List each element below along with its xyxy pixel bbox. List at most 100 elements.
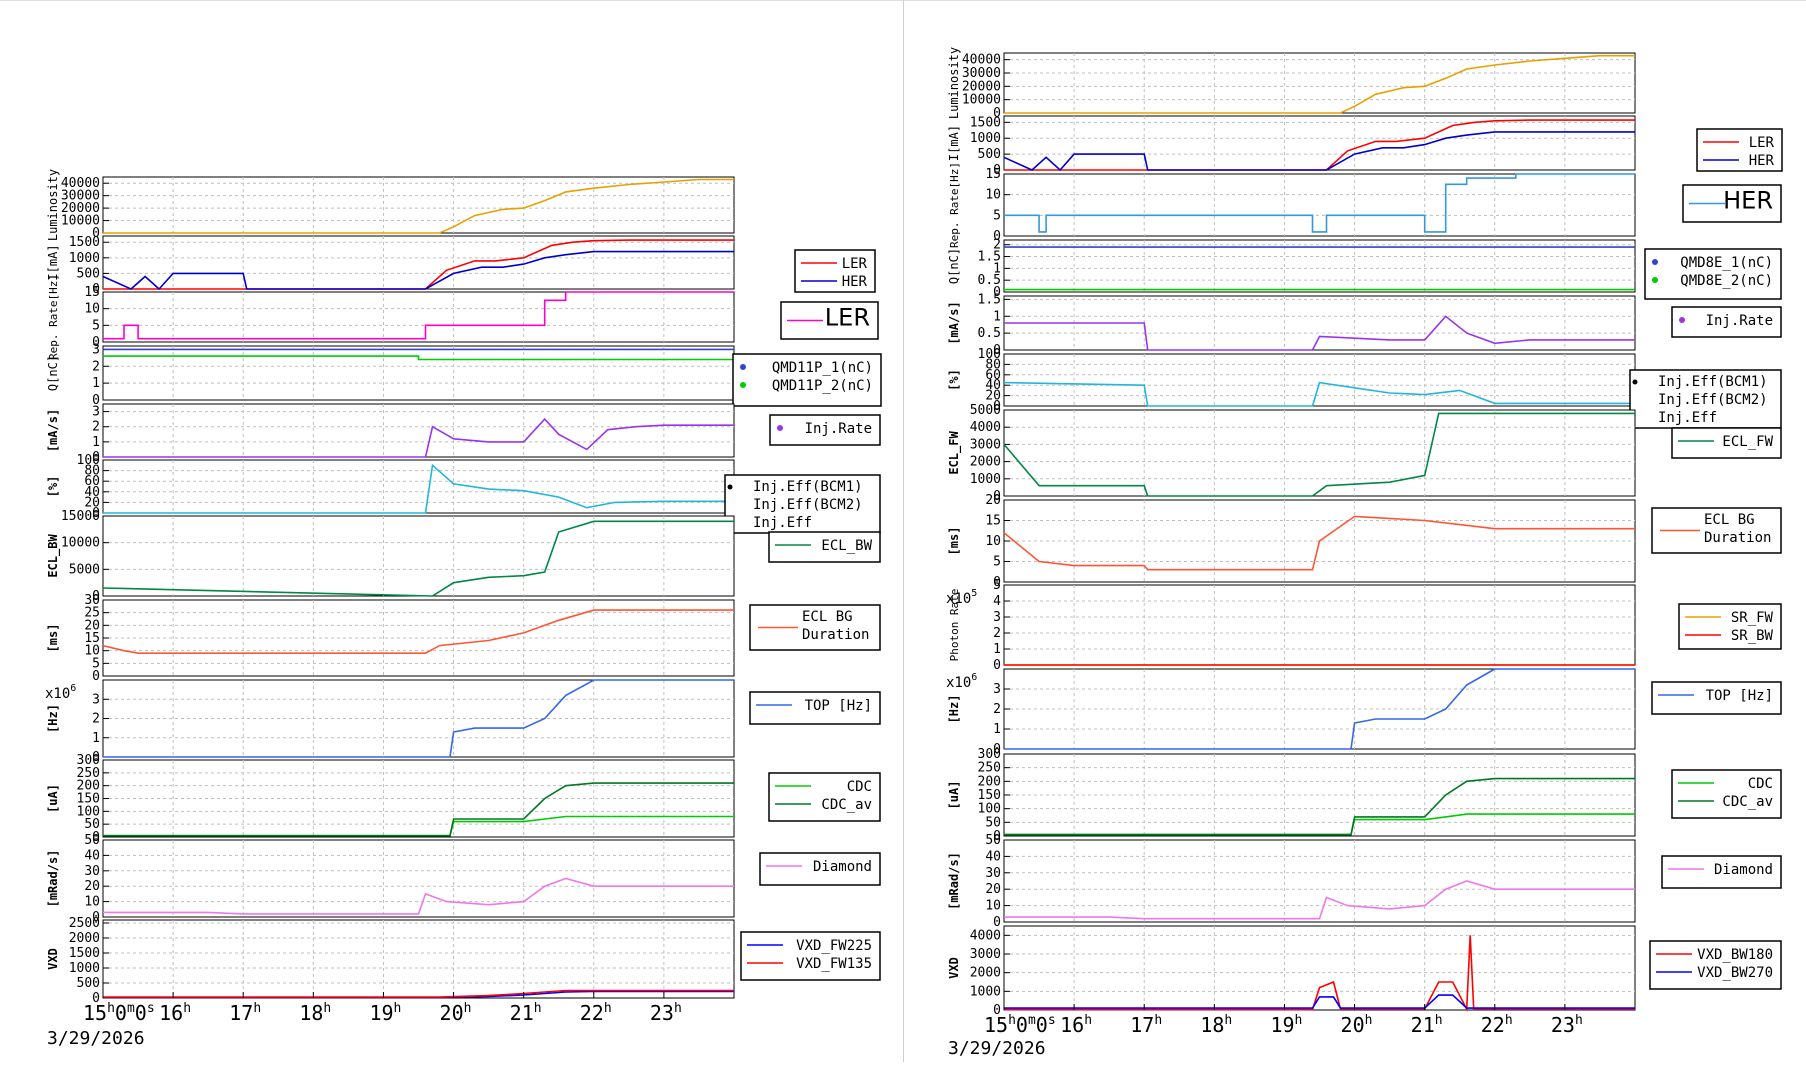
subplot-frame xyxy=(1003,173,1636,237)
legend-label: ECL_FW xyxy=(1722,434,1773,450)
y-axis-label: VXD xyxy=(947,957,961,979)
x-tick-unit: h xyxy=(394,1001,402,1016)
y-tick-label: 3000 xyxy=(970,947,1001,962)
x-tick-hour: 16 xyxy=(1060,1013,1084,1037)
y-tick-label: 0 xyxy=(92,589,100,604)
x-tick-hour: 22 xyxy=(580,1001,604,1025)
legend-label: Inj.Rate xyxy=(805,421,872,437)
y-axis-label: Luminosity xyxy=(46,169,60,241)
subplot-frame xyxy=(1003,753,1636,837)
y-tick-label: 20 xyxy=(84,495,100,510)
y-tick-label: 50 xyxy=(84,817,100,832)
subplot-q: 00.511.52 Q[nC] QMD8E_1(nC) QMD8E_2(nC) xyxy=(947,238,1782,300)
y-tick-label: 20000 xyxy=(962,79,1001,94)
y-tick-label: 2000 xyxy=(970,966,1001,981)
x-tick-label: 23h xyxy=(650,1001,682,1025)
y-tick-label: 40000 xyxy=(962,53,1001,68)
x-tick-unit: h xyxy=(1224,1013,1232,1028)
x-tick-label: 21h xyxy=(510,1001,542,1025)
legend-label: QMD8E_1(nC) xyxy=(1680,255,1773,271)
legend-box xyxy=(724,474,881,534)
subplot-top: 0 1 2 3 [Hz] x106 TOP [Hz] xyxy=(45,679,881,765)
legend-box xyxy=(794,249,876,293)
x-tick-label: 16h xyxy=(159,1001,191,1025)
legend-label: Inj.Eff(BCM1) xyxy=(1658,374,1768,390)
x-tick-label: 21h xyxy=(1411,1013,1443,1037)
y-tick-label: 1 xyxy=(993,642,1001,657)
y-tick-label: 2500 xyxy=(69,916,100,931)
x-tick-hour: 16 xyxy=(159,1001,183,1025)
y-tick-label: 60 xyxy=(84,474,100,489)
y-tick-label: 1 xyxy=(993,309,1001,324)
legend-label: CDC_av xyxy=(821,797,872,813)
x-tick-extra: 0 xyxy=(115,1001,127,1025)
legend-marker xyxy=(727,484,733,490)
y-tick-label: 0 xyxy=(993,399,1001,414)
legend-label: Inj.Eff(BCM2) xyxy=(753,497,863,513)
y-tick-label: 250 xyxy=(77,766,100,781)
y-tick-label: 5 xyxy=(993,208,1001,223)
x-tick-label: 15h0m0s xyxy=(83,1001,155,1025)
series-line xyxy=(1004,119,1635,171)
y-tick-label: 2000 xyxy=(970,455,1001,470)
subplot-frame xyxy=(102,919,735,999)
y-axis-label: Rep. Rate[Hz] xyxy=(47,274,60,360)
series-line xyxy=(102,250,734,291)
legend-box xyxy=(1696,128,1783,172)
y-tick-label: 1000 xyxy=(970,131,1001,146)
y-axis-label: [Hz] xyxy=(46,704,60,733)
y-tick-label: 40 xyxy=(84,848,100,863)
y-tick-label: 0 xyxy=(993,915,1001,930)
series-line xyxy=(102,520,734,597)
series-line xyxy=(1003,412,1635,497)
subplot-frame xyxy=(102,459,735,514)
y-axis-label: [mA/s] xyxy=(947,301,961,344)
x-tick-hour: 18 xyxy=(1200,1013,1224,1037)
series-line xyxy=(1003,381,1635,407)
y-tick-label: 40 xyxy=(985,378,1001,393)
y-tick-label: 100 xyxy=(978,802,1001,817)
y-tick-label: 25 xyxy=(84,606,100,621)
y-tick-label: 3000 xyxy=(970,437,1001,452)
subplot-frame xyxy=(102,345,735,401)
legend-label: Diamond xyxy=(1714,862,1773,878)
y-tick-label: 1.5 xyxy=(978,292,1001,307)
legend-label: ECL BG xyxy=(1704,512,1755,528)
y-tick-label: 0 xyxy=(92,335,100,350)
legend-box xyxy=(732,353,882,407)
y-tick-label: 2000 xyxy=(69,931,100,946)
date-label: 3/29/2026 xyxy=(948,1038,1046,1059)
legend-label: HER xyxy=(1723,187,1773,215)
x-tick-extra: 0 xyxy=(1016,1013,1028,1037)
legend-label: Duration xyxy=(1704,530,1771,546)
y-axis-label: [mRad/s] xyxy=(46,850,60,908)
x-tick-unit: h xyxy=(107,1001,115,1016)
y-tick-label: 1 xyxy=(92,376,100,391)
x-tick-label: 18h xyxy=(1200,1013,1232,1037)
legend-marker xyxy=(740,364,746,370)
y-tick-label: 30 xyxy=(84,864,100,879)
subplot-frame xyxy=(102,235,735,290)
x-tick-hour: 21 xyxy=(510,1001,534,1025)
y-tick-label: 0 xyxy=(993,343,1001,358)
subplot-frame xyxy=(1003,239,1636,293)
legend-box xyxy=(1651,681,1782,715)
y-tick-label: 15000 xyxy=(61,509,100,524)
x-tick-unit: h xyxy=(1575,1013,1583,1028)
legend-label: HER xyxy=(842,274,868,290)
y-axis-label: [%] xyxy=(46,476,60,498)
y-tick-label: 0.5 xyxy=(978,326,1001,341)
y-tick-label: 300 xyxy=(978,747,1001,762)
legend-label: Inj.Eff xyxy=(753,515,812,531)
x-tick-label: 17h xyxy=(1130,1013,1162,1037)
series-line xyxy=(103,679,734,758)
legend-label: CDC xyxy=(1748,776,1773,792)
legend-label: LER xyxy=(842,256,868,272)
